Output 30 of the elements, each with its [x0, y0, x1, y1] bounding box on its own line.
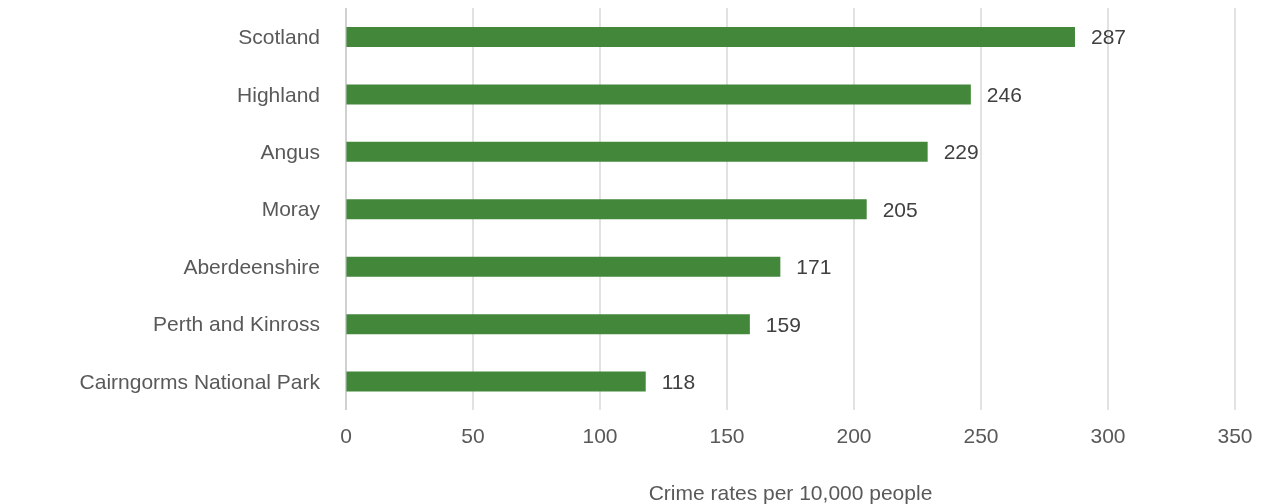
- bar: [346, 141, 928, 162]
- y-tick-label: Scotland: [238, 25, 320, 49]
- data-label: 118: [661, 370, 696, 394]
- y-tick-label: Angus: [260, 140, 320, 164]
- bar: [346, 256, 781, 277]
- bar: [346, 314, 750, 335]
- bar: [346, 84, 971, 105]
- x-tick-label: 200: [836, 423, 872, 447]
- x-tick-label: 100: [582, 423, 618, 447]
- data-label: 171: [796, 255, 832, 279]
- data-label: 229: [943, 140, 979, 164]
- y-tick-label: Cairngorms National Park: [79, 369, 321, 393]
- data-label: 246: [986, 82, 1022, 106]
- x-tick-label: 250: [963, 423, 999, 447]
- y-tick-label: Moray: [261, 197, 321, 221]
- y-tick-label: Highland: [237, 82, 320, 106]
- data-label: 287: [1090, 25, 1127, 49]
- x-tick-label: 0: [340, 423, 352, 447]
- x-tick-label: 350: [1217, 423, 1253, 447]
- y-tick-label: Aberdeenshire: [183, 254, 320, 278]
- x-tick-label: 150: [709, 423, 745, 447]
- bar: [346, 371, 646, 392]
- data-label: 205: [882, 197, 918, 221]
- x-tick-label: 300: [1090, 423, 1126, 447]
- bar: [346, 27, 1075, 47]
- y-tick-label: Perth and Kinross: [153, 312, 320, 336]
- bar: [346, 199, 867, 220]
- x-tick-label: 50: [461, 423, 485, 447]
- data-label: 159: [765, 312, 801, 336]
- x-axis-title: Crime rates per 10,000 people: [648, 481, 933, 504]
